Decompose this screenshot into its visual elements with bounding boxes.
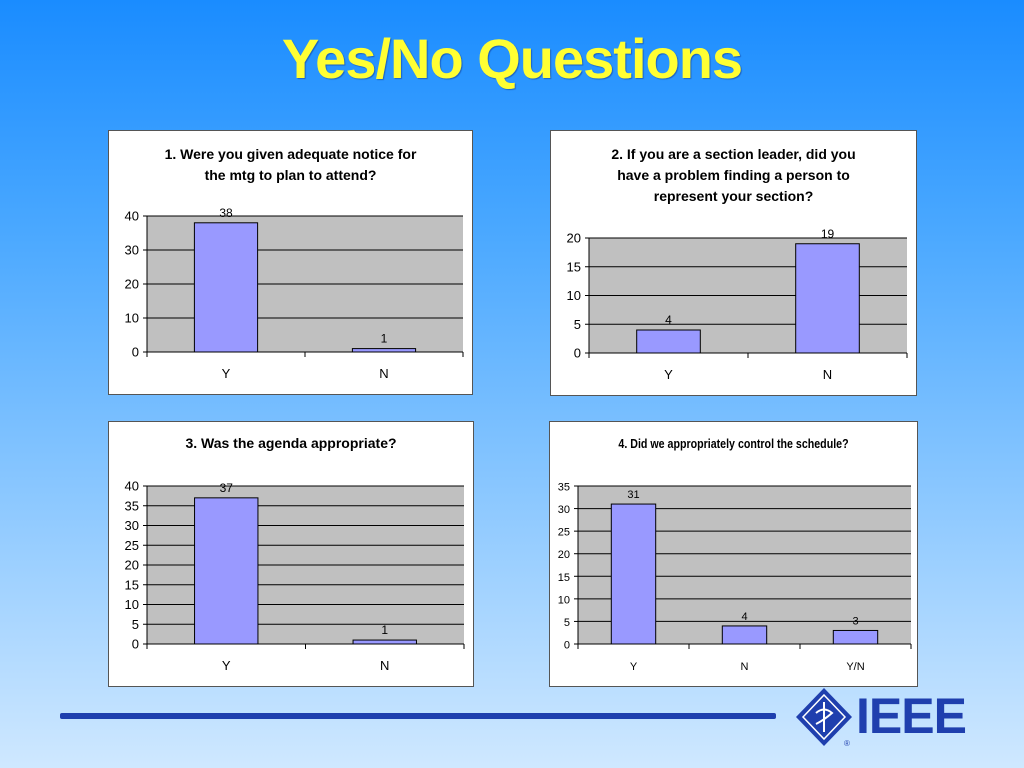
- y-tick-label: 40: [125, 209, 139, 224]
- svg-text:®: ®: [844, 739, 850, 748]
- x-tick-label: Y: [222, 366, 231, 381]
- y-tick-label: 20: [125, 558, 139, 573]
- x-tick-label: N: [741, 661, 749, 673]
- y-tick-label: 0: [564, 640, 570, 652]
- chart-3: 3. Was the agenda appropriate? 0 5 10 15 20 25…: [125, 435, 465, 673]
- y-tick-label: 35: [125, 498, 139, 513]
- bar: [194, 497, 259, 645]
- bar: [832, 629, 879, 645]
- x-tick-label: Y: [630, 661, 638, 673]
- ieee-logo: ® IEEE: [794, 686, 994, 748]
- y-tick-label: 30: [125, 243, 139, 258]
- y-tick-label: 0: [132, 345, 139, 360]
- diamond-logo-icon: ®: [796, 688, 852, 748]
- y-tick-label: 35: [558, 482, 570, 494]
- chart-title-line: represent your section?: [654, 188, 814, 204]
- bar: [193, 222, 259, 353]
- y-tick-label: 10: [125, 311, 139, 326]
- y-tick-label: 30: [558, 504, 570, 516]
- data-label: 31: [627, 489, 639, 501]
- bar: [610, 503, 657, 645]
- slide-title: Yes/No Questions: [281, 27, 743, 90]
- bar: [721, 625, 768, 645]
- logo-text: IEEE: [856, 688, 967, 744]
- data-label: 19: [821, 227, 835, 241]
- chart-title-line: 2. If you are a section leader, did you: [611, 146, 855, 162]
- y-tick-label: 15: [558, 572, 570, 584]
- chart-title-line: 1. Were you given adequate notice for: [165, 146, 417, 162]
- chart-title-line: 3. Was the agenda appropriate?: [185, 435, 396, 451]
- chart-1: 1. Were you given adequate notice for the…: [125, 146, 464, 381]
- y-tick-label: 15: [567, 259, 581, 274]
- chart-title-line: the mtg to plan to attend?: [205, 167, 377, 183]
- bar: [352, 639, 417, 645]
- x-tick-label: N: [823, 367, 832, 382]
- data-label: 4: [665, 313, 672, 327]
- y-tick-label: 20: [558, 549, 570, 561]
- chart-4: 4. Did we appropriately control the sche…: [558, 436, 912, 673]
- y-tick-label: 0: [574, 346, 581, 361]
- data-label: 1: [381, 332, 388, 346]
- x-tick-label: Y/N: [846, 661, 864, 673]
- bar: [795, 243, 860, 354]
- chart-panel-2: 2. If you are a section leader, did you h…: [550, 130, 917, 396]
- footer-divider: [60, 713, 776, 719]
- data-label: 38: [219, 206, 233, 220]
- y-tick-label: 10: [567, 288, 581, 303]
- y-tick-label: 25: [558, 527, 570, 539]
- y-tick-label: 0: [132, 637, 139, 652]
- data-label: 1: [381, 623, 388, 637]
- y-tick-label: 25: [125, 538, 139, 553]
- y-tick-label: 30: [125, 518, 139, 533]
- chart-panel-1: 1. Were you given adequate notice for the…: [108, 130, 473, 395]
- chart-panel-4: 4. Did we appropriately control the sche…: [549, 421, 918, 687]
- y-tick-label: 20: [125, 277, 139, 292]
- y-tick-label: 15: [125, 577, 139, 592]
- data-label: 37: [220, 481, 234, 495]
- chart-title-line: have a problem finding a person to: [617, 167, 850, 183]
- x-tick-label: Y: [222, 658, 231, 673]
- y-tick-label: 5: [574, 317, 581, 332]
- data-label: 3: [852, 615, 858, 627]
- chart-panel-3: 3. Was the agenda appropriate? 0 5 10 15 20 25…: [108, 421, 474, 687]
- data-label: 4: [741, 611, 747, 623]
- x-tick-label: N: [380, 658, 389, 673]
- x-tick-label: Y: [664, 367, 673, 382]
- x-tick-label: N: [379, 366, 388, 381]
- y-tick-label: 20: [567, 231, 581, 246]
- bar: [636, 329, 701, 354]
- chart-2: 2. If you are a section leader, did you h…: [567, 146, 908, 382]
- y-tick-label: 10: [125, 597, 139, 612]
- y-tick-label: 40: [125, 479, 139, 494]
- chart-title-line: 4. Did we appropriately control the sche…: [618, 436, 848, 451]
- bar: [351, 348, 417, 353]
- y-tick-label: 10: [558, 594, 570, 606]
- y-tick-label: 5: [564, 617, 570, 629]
- y-tick-label: 5: [132, 617, 139, 632]
